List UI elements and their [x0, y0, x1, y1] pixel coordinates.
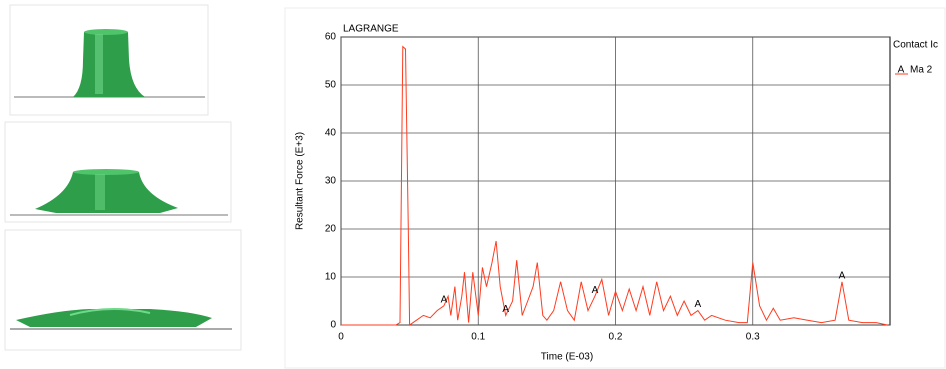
snapshot-1 — [10, 5, 208, 115]
point-marker: A — [695, 299, 702, 310]
point-marker: A — [839, 270, 846, 281]
point-marker: A — [592, 285, 599, 296]
x-tick-label: 0.1 — [471, 332, 485, 343]
chart-frame — [285, 8, 945, 368]
point-marker: A — [502, 304, 509, 315]
y-tick-label: 30 — [325, 176, 337, 187]
figure: LAGRANGE Time (E-03) Resultant Force (E+… — [0, 0, 946, 369]
y-tick-label: 0 — [330, 320, 336, 331]
snapshot-2 — [5, 122, 231, 222]
y-tick-label: 10 — [325, 272, 337, 283]
snapshot-3 — [5, 230, 241, 350]
y-tick-label: 50 — [325, 80, 337, 91]
y-tick-label: 60 — [325, 32, 337, 43]
y-axis-label: Resultant Force (E+3) — [295, 132, 306, 230]
x-tick-label: 0.3 — [746, 332, 760, 343]
x-tick-label: 0.2 — [609, 332, 623, 343]
y-tick-label: 40 — [325, 128, 337, 139]
legend-label: Ma 2 — [910, 65, 933, 76]
x-axis-label: Time (E-03) — [541, 352, 593, 363]
chart-title: LAGRANGE — [343, 24, 399, 35]
x-tick-label: 0 — [338, 332, 344, 343]
y-tick-label: 20 — [325, 224, 337, 235]
legend-title: Contact Ic — [893, 40, 938, 51]
screenshot: LAGRANGE Time (E-03) Resultant Force (E+… — [0, 0, 946, 369]
point-marker: A — [441, 294, 448, 305]
